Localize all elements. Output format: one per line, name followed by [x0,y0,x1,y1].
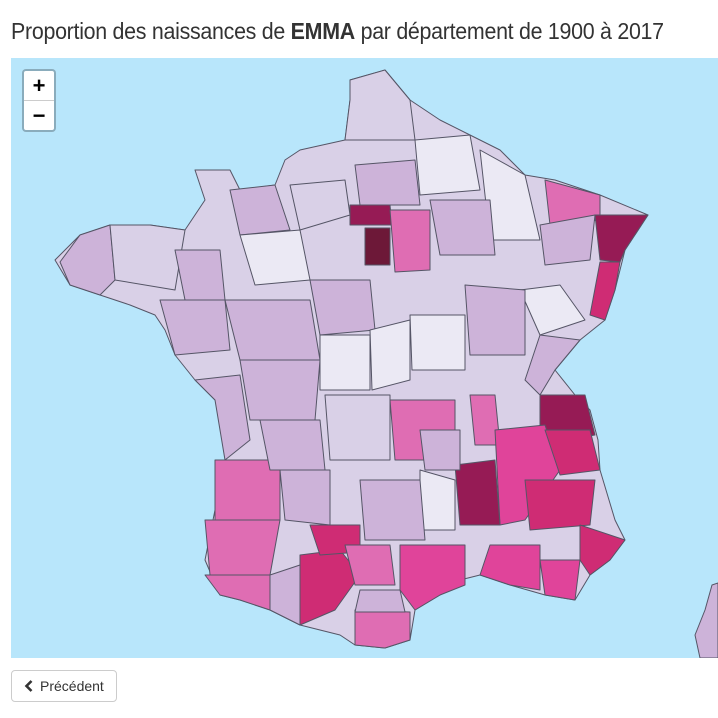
title-name: EMMA [290,18,356,44]
department[interactable] [539,214,596,266]
department[interactable] [279,469,331,526]
department[interactable] [204,519,281,576]
department[interactable] [354,589,406,613]
department[interactable] [419,469,456,531]
department[interactable] [349,204,393,226]
department[interactable] [454,459,501,526]
department[interactable] [389,209,431,273]
department[interactable] [324,394,391,461]
previous-label: Précédent [40,678,104,694]
chevron-left-icon [24,680,33,692]
department[interactable] [539,559,581,601]
department[interactable] [344,69,416,141]
department[interactable] [229,184,291,236]
department[interactable] [159,299,231,356]
department[interactable] [419,429,461,471]
department[interactable] [344,544,396,586]
department[interactable] [364,227,391,266]
department[interactable] [524,479,596,531]
department[interactable] [354,159,421,206]
zoom-in-button[interactable]: + [24,71,54,101]
department[interactable] [224,299,321,361]
department[interactable] [204,574,271,611]
zoom-out-button[interactable]: − [32,103,46,128]
choropleth-map[interactable]: + − [11,58,718,658]
page-title: Proportion des naissances de EMMA par dé… [11,18,664,45]
department[interactable] [369,319,411,391]
previous-button[interactable]: Précédent [11,670,117,702]
department[interactable] [354,609,411,649]
map-layer[interactable] [11,58,718,658]
department[interactable] [194,374,251,461]
department[interactable] [309,279,376,336]
department[interactable] [359,479,426,541]
department[interactable] [544,429,601,476]
department[interactable] [259,419,326,471]
department[interactable] [109,224,186,291]
department[interactable] [239,359,321,421]
department[interactable] [464,284,526,356]
department[interactable] [269,564,301,626]
department[interactable] [479,544,541,591]
department[interactable] [319,334,371,391]
department-corse[interactable] [694,582,718,658]
department[interactable] [409,314,466,371]
department[interactable] [399,544,466,611]
department[interactable] [579,524,626,576]
zoom-control: + − [22,69,56,132]
department[interactable] [429,199,496,256]
department[interactable] [59,224,116,296]
department[interactable] [594,214,649,263]
department[interactable] [519,284,586,336]
title-prefix: Proportion des naissances de [11,18,291,44]
department[interactable] [414,134,481,196]
department[interactable] [589,261,621,321]
title-suffix: par département de 1900 à 2017 [354,18,665,44]
department[interactable] [524,334,581,396]
